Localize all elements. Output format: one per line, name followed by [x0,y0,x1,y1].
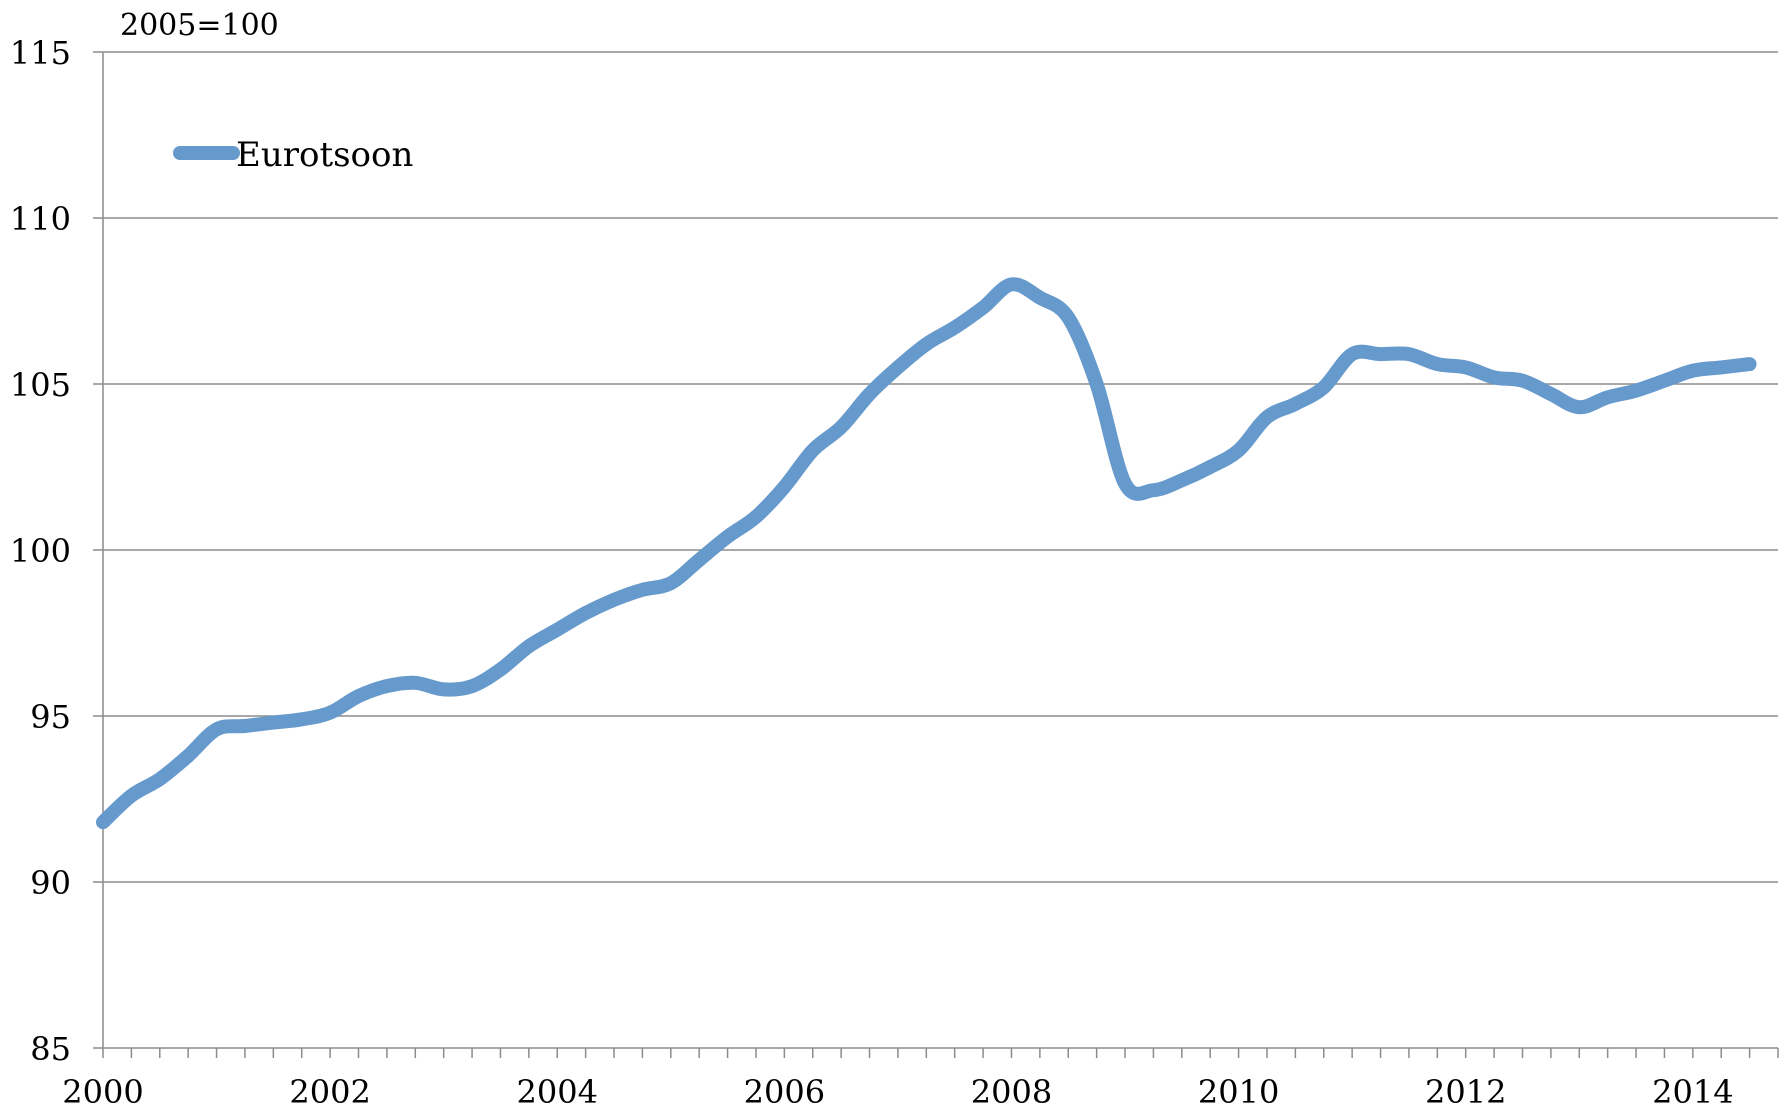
legend: Eurotsoon [173,135,413,175]
x-tick-label-2010: 2010 [1198,1073,1279,1111]
x-tick-label-2000: 2000 [62,1073,143,1111]
y-tick-label-90: 90 [30,864,71,902]
y-tick-label-105: 105 [10,366,71,404]
y-tick-label-85: 85 [30,1030,71,1068]
y-tick-label-115: 115 [10,34,71,72]
axes [93,51,1779,1058]
y-tick-label-100: 100 [10,532,71,570]
x-tick-label-2014: 2014 [1652,1073,1733,1111]
gridlines [103,51,1778,883]
y-tick-label-95: 95 [30,698,71,736]
series-line-eurotsoon [96,277,1757,830]
x-tick-label-2004: 2004 [517,1073,598,1111]
x-tick-labels: 2000 2002 2004 2006 2008 2010 2012 2014 [62,1073,1733,1111]
y-tick-labels: 85 90 95 100 105 110 115 [10,34,71,1068]
y-axis-unit-label: 2005=100 [120,8,279,43]
x-tick-label-2002: 2002 [289,1073,370,1111]
x-tick-label-2008: 2008 [971,1073,1052,1111]
y-tick-label-110: 110 [10,200,71,238]
x-tick-label-2012: 2012 [1425,1073,1506,1111]
series [96,277,1757,830]
legend-label-eurotsoon: Eurotsoon [236,135,413,175]
x-tick-label-2006: 2006 [744,1073,825,1111]
